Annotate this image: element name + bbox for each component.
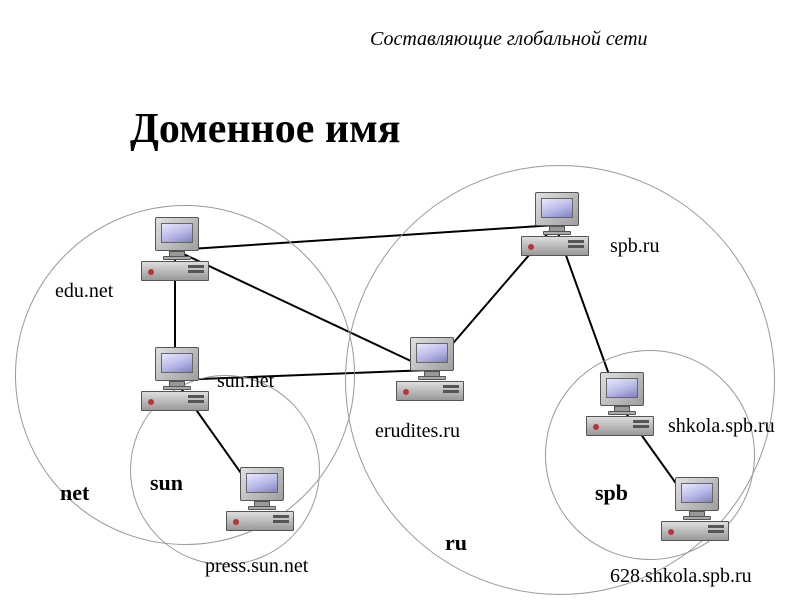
node-label-shkola_spb_ru: shkola.spb.ru <box>668 415 775 438</box>
domain-label-ru: ru <box>445 530 467 556</box>
node-edu_net <box>139 217 211 283</box>
node-label-erudites_ru: erudites.ru <box>375 420 460 443</box>
computer-icon <box>519 192 591 258</box>
computer-icon <box>659 477 731 543</box>
node-628_shkola <box>659 477 731 543</box>
node-shkola_spb_ru <box>584 372 656 438</box>
computer-icon <box>394 337 466 403</box>
node-label-edu_net: edu.net <box>55 280 113 303</box>
node-label-spb_ru: spb.ru <box>610 235 659 258</box>
node-spb_ru <box>519 192 591 258</box>
node-label-sun_net: sun.net <box>217 370 274 393</box>
computer-icon <box>224 467 296 533</box>
node-press_sun_net <box>224 467 296 533</box>
computer-icon <box>584 372 656 438</box>
node-sun_net <box>139 347 211 413</box>
node-label-628_shkola: 628.shkola.spb.ru <box>610 565 752 588</box>
computer-icon <box>139 347 211 413</box>
computer-icon <box>139 217 211 283</box>
network-diagram: edu.net sun.net press.sun.net erudites.ru sp… <box>0 0 800 600</box>
domain-label-net: net <box>60 480 89 506</box>
domain-label-sun: sun <box>150 470 183 496</box>
node-label-press_sun_net: press.sun.net <box>205 555 308 578</box>
domain-label-spb: spb <box>595 480 628 506</box>
node-erudites_ru <box>394 337 466 403</box>
